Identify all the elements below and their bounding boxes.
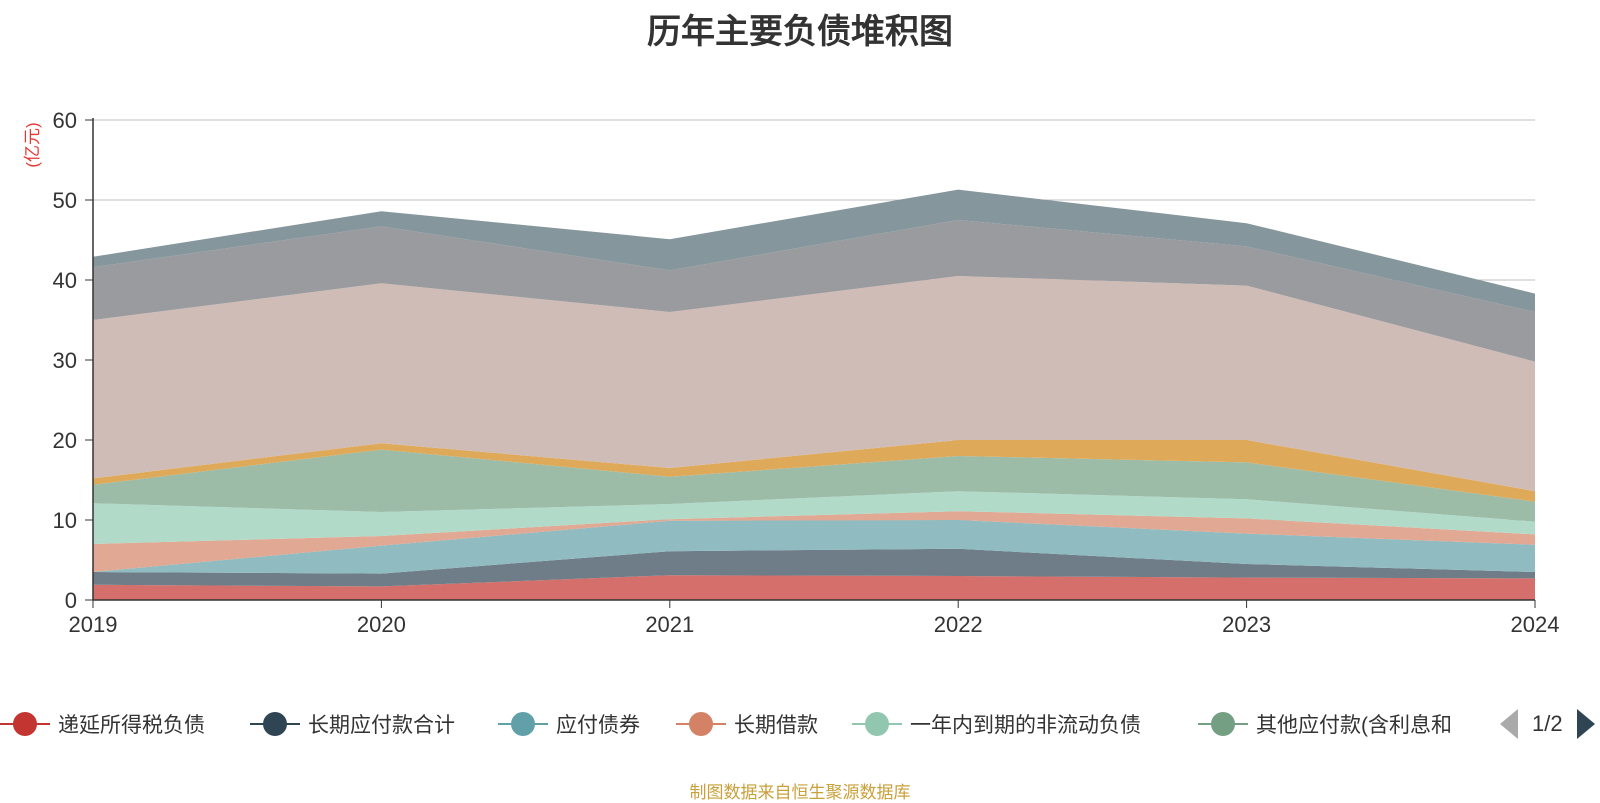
area-series <box>93 189 1535 600</box>
legend-symbol-icon <box>1198 711 1248 737</box>
data-source-note: 制图数据来自恒生聚源数据库 <box>689 783 911 802</box>
legend-page-indicator: 1/2 <box>1532 711 1563 736</box>
area-series-8 <box>93 276 1535 492</box>
chart-title: 历年主要负债堆积图 <box>647 13 953 51</box>
legend-item[interactable]: 递延所得税负债 <box>0 704 205 744</box>
area-series-7 <box>93 440 1535 502</box>
area-series-9 <box>93 220 1535 362</box>
y-tick-label: 20 <box>53 428 77 453</box>
legend-item[interactable]: 其他应付款(含利息和 <box>1198 704 1452 744</box>
stacked-area-chart: 0 10 20 30 40 50 60 2019 2020 2021 2022 2023 2024 (… <box>23 108 1560 637</box>
legend-symbol-icon <box>676 711 726 737</box>
legend-item[interactable]: 一年内到期的非流动负债 <box>852 704 1141 744</box>
y-axis-unit-label: (亿元) <box>23 122 42 167</box>
legend-label: 其他应付款(含利息和 <box>1256 714 1452 737</box>
y-tick-label: 60 <box>53 108 77 133</box>
legend-symbol-icon <box>0 711 50 737</box>
area-series-10 <box>93 189 1535 312</box>
legend-item[interactable]: 长期借款 <box>676 704 818 744</box>
x-tick-label: 2020 <box>357 612 406 637</box>
legend-label: 应付债券 <box>556 714 640 737</box>
legend-symbol-icon <box>498 711 548 737</box>
x-tick-label: 2021 <box>645 612 694 637</box>
y-tick-label: 40 <box>53 268 77 293</box>
legend-label: 递延所得税负债 <box>58 714 205 737</box>
x-tick-label: 2023 <box>1222 612 1271 637</box>
legend-symbol-icon <box>250 711 300 737</box>
area-series-5 <box>93 491 1535 544</box>
x-axis-ticks: 2019 2020 2021 2022 2023 2024 <box>69 600 1560 637</box>
area-series-3 <box>93 520 1535 574</box>
y-tick-label: 30 <box>53 348 77 373</box>
x-tick-label: 2022 <box>934 612 983 637</box>
y-tick-label: 10 <box>53 508 77 533</box>
legend-label: 长期借款 <box>734 714 818 737</box>
x-tick-label: 2019 <box>69 612 118 637</box>
area-series-1 <box>93 575 1535 600</box>
y-axis-ticks: 0 10 20 30 40 50 60 <box>53 108 93 613</box>
area-series-4 <box>93 511 1535 572</box>
area-series-2 <box>93 548 1535 587</box>
legend-symbol-icon <box>852 711 902 737</box>
legend-label: 一年内到期的非流动负债 <box>910 714 1141 737</box>
area-series-6 <box>93 449 1535 522</box>
legend-item[interactable]: 应付债券 <box>498 704 640 744</box>
legend-prev-page-icon[interactable] <box>1500 709 1518 739</box>
y-tick-label: 0 <box>65 588 77 613</box>
legend: 递延所得税负债 长期应付款合计 应付债券 长期借款 一年内到期的非流动负债 其他应付款(含… <box>0 704 1600 744</box>
legend-next-page-icon[interactable] <box>1576 709 1595 739</box>
y-tick-label: 50 <box>53 188 77 213</box>
legend-item[interactable]: 长期应付款合计 <box>250 704 455 744</box>
legend-label: 长期应付款合计 <box>308 714 455 737</box>
x-tick-label: 2024 <box>1511 612 1560 637</box>
legend-pager: 1/2 <box>1500 704 1595 744</box>
